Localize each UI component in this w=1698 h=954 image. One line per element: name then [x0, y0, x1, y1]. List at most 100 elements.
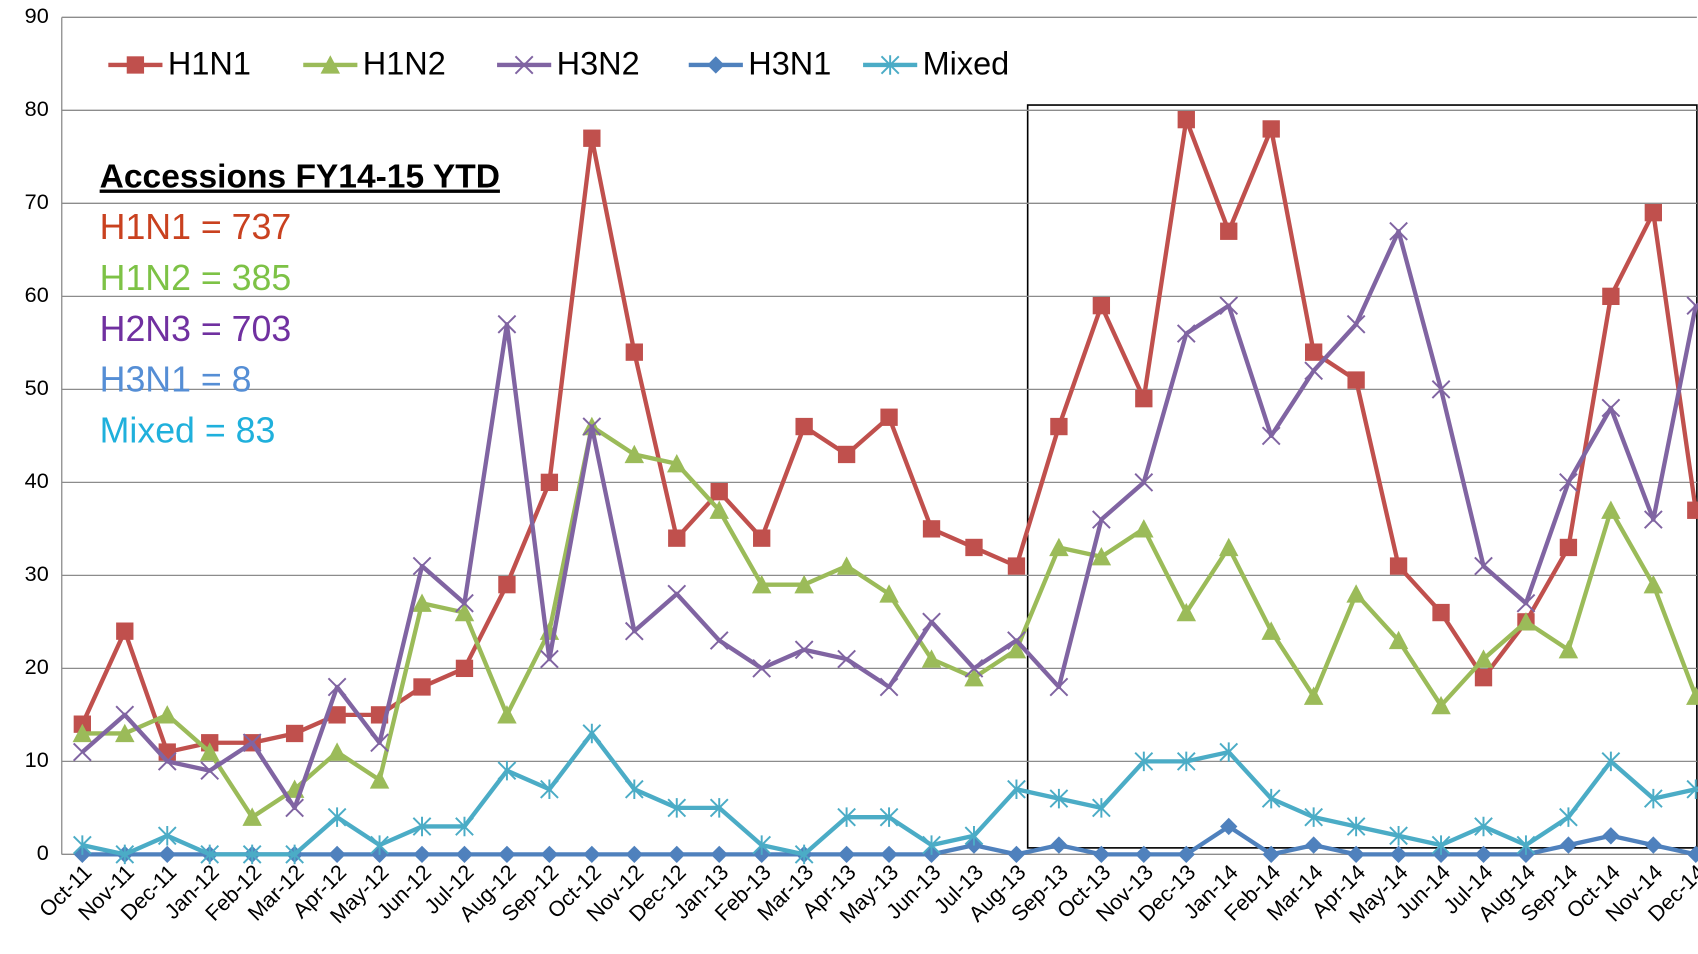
- marker: [1092, 296, 1111, 315]
- marker: [1686, 686, 1698, 705]
- marker: [157, 826, 177, 846]
- marker: [327, 742, 347, 761]
- legend-label: Mixed: [923, 46, 1010, 82]
- marker: [964, 659, 984, 678]
- marker: [1050, 417, 1068, 436]
- marker: [1218, 537, 1239, 557]
- marker: [707, 56, 725, 74]
- marker: [115, 705, 135, 725]
- marker: [1431, 695, 1451, 715]
- marker: [837, 445, 856, 464]
- marker: [327, 677, 347, 697]
- marker: [1347, 371, 1365, 389]
- marker: [1176, 602, 1197, 622]
- marker: [1049, 537, 1069, 557]
- marker: [1007, 845, 1026, 864]
- y-tick-label: 90: [25, 3, 49, 28]
- legend-label: H3N2: [557, 46, 640, 82]
- marker: [1135, 389, 1153, 408]
- marker: [1176, 751, 1196, 772]
- marker: [1261, 426, 1281, 446]
- series: [72, 723, 1698, 865]
- marker: [582, 723, 602, 744]
- marker: [1177, 845, 1195, 864]
- marker: [1389, 845, 1408, 864]
- marker: [1686, 779, 1698, 800]
- legend-item: Mixed: [863, 46, 1009, 82]
- marker: [1643, 788, 1663, 809]
- marker: [1687, 501, 1698, 519]
- marker: [753, 529, 771, 547]
- marker: [540, 779, 559, 800]
- marker: [710, 845, 728, 864]
- marker: [455, 593, 474, 613]
- y-tick-label: 60: [25, 282, 49, 307]
- marker: [1473, 649, 1494, 668]
- marker: [1262, 845, 1280, 864]
- marker: [1007, 631, 1026, 650]
- marker: [413, 678, 431, 696]
- marker: [1516, 612, 1536, 631]
- marker: [1007, 779, 1026, 800]
- series-line: [80, 229, 1698, 811]
- marker: [412, 556, 432, 576]
- marker: [1177, 110, 1195, 129]
- marker: [879, 677, 899, 697]
- marker: [624, 444, 645, 464]
- y-tick-label: 20: [25, 654, 49, 679]
- marker: [1516, 593, 1536, 613]
- marker: [582, 417, 602, 436]
- marker: [1347, 845, 1365, 864]
- marker: [1091, 547, 1112, 566]
- legend-item: H3N1: [688, 46, 831, 82]
- marker: [1559, 836, 1578, 854]
- series-line: [82, 424, 1698, 820]
- marker: [709, 631, 729, 650]
- marker: [922, 612, 941, 632]
- marker: [1644, 203, 1663, 222]
- marker: [369, 770, 390, 789]
- marker: [199, 742, 220, 761]
- marker: [1219, 742, 1239, 762]
- marker: [668, 845, 686, 864]
- marker: [1601, 398, 1621, 418]
- marker: [514, 55, 534, 75]
- marker: [1644, 836, 1663, 854]
- marker: [1601, 751, 1621, 772]
- marker: [1388, 630, 1409, 650]
- marker: [1134, 751, 1154, 772]
- marker: [1134, 519, 1154, 538]
- marker: [964, 667, 984, 687]
- legend-label: H1N2: [363, 46, 446, 82]
- y-tick-label: 70: [25, 189, 49, 214]
- marker: [115, 844, 135, 865]
- marker: [1261, 788, 1281, 809]
- marker: [667, 584, 687, 604]
- series-line: [81, 731, 1697, 857]
- marker: [1559, 473, 1578, 492]
- marker: [1134, 473, 1154, 492]
- marker: [242, 733, 262, 753]
- marker: [752, 659, 772, 678]
- marker: [1049, 677, 1069, 697]
- marker: [879, 807, 899, 827]
- marker: [921, 649, 942, 668]
- marker: [1304, 361, 1324, 381]
- marker: [1304, 807, 1324, 827]
- marker: [285, 798, 304, 818]
- marker: [922, 520, 941, 538]
- marker: [1431, 835, 1451, 855]
- marker: [710, 482, 728, 501]
- marker: [624, 779, 644, 800]
- marker: [1219, 296, 1239, 315]
- marker: [497, 705, 517, 724]
- marker: [624, 621, 644, 641]
- marker: [1643, 510, 1663, 529]
- marker: [285, 724, 304, 743]
- marker: [794, 640, 814, 660]
- marker: [413, 845, 431, 864]
- annotation: Mixed = 83: [100, 411, 276, 451]
- marker: [242, 807, 262, 826]
- annotation: H2N3 = 703: [100, 309, 292, 349]
- marker: [965, 538, 983, 557]
